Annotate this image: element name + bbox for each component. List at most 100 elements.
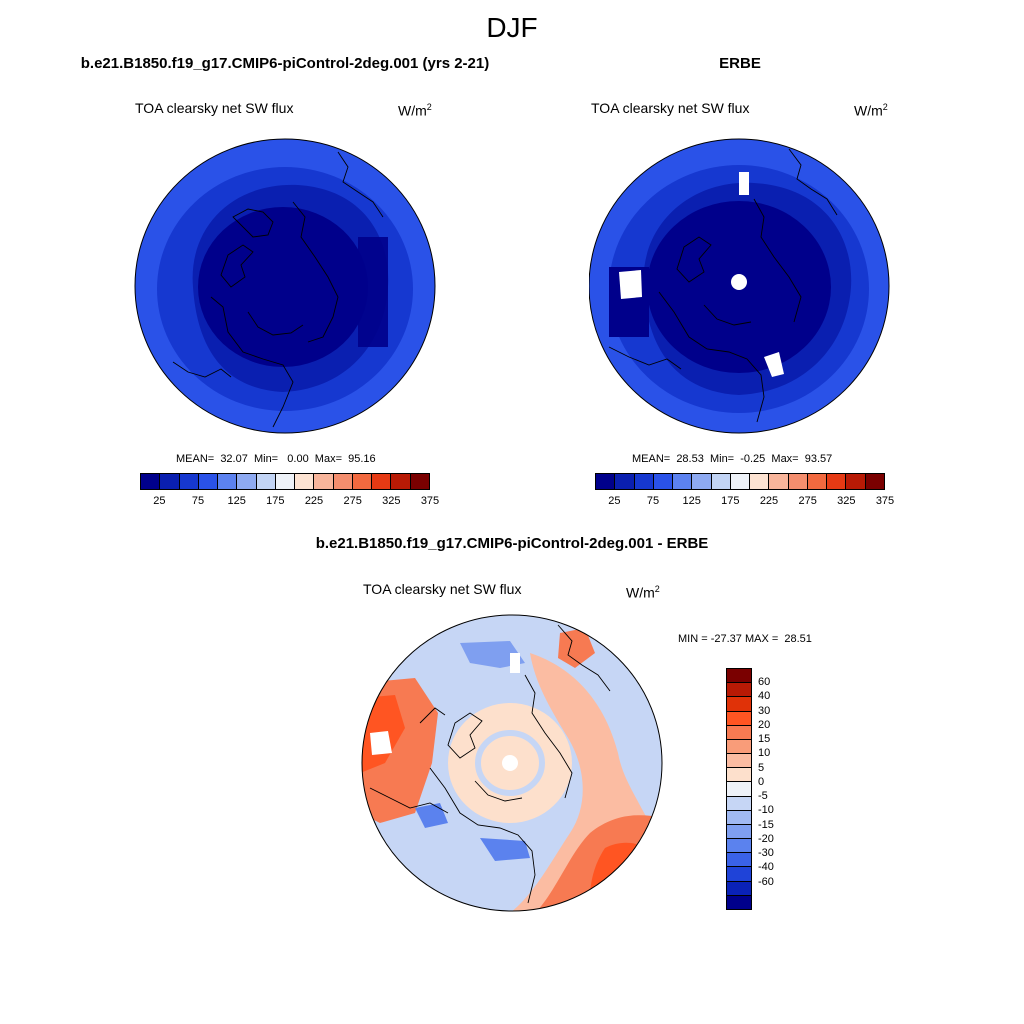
colorbar-tick-label: -40 [758, 861, 774, 874]
colorbar-swatch [730, 474, 751, 489]
colorbar-swatch [807, 474, 828, 489]
colorbar-tick-label: 40 [758, 690, 771, 703]
colorbar-tick-label: 30 [758, 704, 771, 717]
diff-colorbar [726, 668, 752, 910]
missing-data-patch [619, 270, 642, 299]
diff-colorbar-labels: 60 40 30 20 15 10 5 0 -5 -10 -15 -20 -30 -40 -60 [758, 668, 798, 910]
colorbar-tick-label: -30 [758, 847, 774, 860]
colorbar-tick-label: 15 [758, 733, 771, 746]
colorbar-tick-label: 75 [191, 495, 205, 507]
colorbar-swatch [750, 474, 770, 489]
colorbar-swatch [333, 474, 353, 489]
colorbar-tick-label: -10 [758, 804, 774, 817]
colorbar-swatch [727, 725, 751, 740]
colorbar-swatch [314, 474, 334, 489]
diff-stats: MIN = -27.37 MAX = 28.51 [678, 633, 812, 645]
colorbar-swatch [727, 867, 751, 882]
diff-polar-map [361, 614, 663, 912]
colorbar-swatch [727, 839, 751, 854]
obs-units-label: W/m2 [854, 102, 888, 119]
obs-colorbar [595, 473, 885, 490]
colorbar-swatch [615, 474, 635, 489]
colorbar-swatch [237, 474, 257, 489]
colorbar-swatch [692, 474, 712, 489]
model-variable-label: TOA clearsky net SW flux [135, 100, 294, 116]
coastlines [172, 151, 384, 428]
colorbar-tick-label: 375 [420, 495, 440, 507]
colorbar-swatch [160, 474, 180, 489]
figure-title: DJF [486, 12, 538, 43]
model-units-label: W/m2 [398, 102, 432, 119]
colorbar-swatch [827, 474, 847, 489]
colorbar-swatch [727, 824, 751, 840]
obs-polar-map [589, 138, 890, 434]
colorbar-tick-label: -15 [758, 818, 774, 831]
colorbar-swatch [727, 782, 751, 797]
colorbar-swatch [634, 474, 654, 489]
colorbar-tick-label: 275 [798, 495, 817, 507]
model-colorbar [140, 473, 430, 490]
colorbar-tick-label: 60 [758, 676, 771, 689]
colorbar-swatch [218, 474, 238, 489]
missing-data-patch [370, 731, 392, 755]
colorbar-tick-label: 0 [758, 775, 765, 788]
missing-data-patch [510, 653, 520, 673]
colorbar-swatch [711, 474, 731, 489]
map-band-core [198, 207, 368, 367]
colorbar-swatch [352, 474, 373, 489]
diff-panel-title: b.e21.B1850.f19_g17.CMIP6-piControl-2deg… [315, 535, 709, 552]
colorbar-swatch [372, 474, 392, 489]
colorbar-swatch [788, 474, 808, 489]
colorbar-swatch [727, 683, 751, 698]
colorbar-tick-label: 325 [382, 495, 401, 507]
colorbar-tick-label: 25 [153, 495, 166, 507]
obs-stats: MEAN= 28.53 Min= -0.25 Max= 93.57 [632, 453, 833, 465]
colorbar-swatch [727, 739, 751, 755]
missing-data-pole [731, 274, 747, 290]
colorbar-swatch [295, 474, 315, 489]
colorbar-tick-label: 75 [646, 495, 660, 507]
colorbar-tick-label: 5 [758, 761, 765, 774]
obs-colorbar-labels: 25 75 125 175 225 275 325 375 [595, 495, 894, 509]
map-band-core-ext [358, 237, 388, 347]
colorbar-tick-label: 10 [758, 747, 771, 760]
colorbar-swatch [727, 768, 751, 783]
colorbar-swatch [865, 474, 884, 489]
colorbar-swatch [391, 474, 411, 489]
diff-negative-north [460, 641, 525, 668]
colorbar-tick-label: 125 [682, 495, 701, 507]
colorbar-swatch [256, 474, 276, 489]
colorbar-tick-label: 375 [875, 495, 895, 507]
model-stats: MEAN= 32.07 Min= 0.00 Max= 95.16 [176, 453, 376, 465]
colorbar-swatch [275, 474, 296, 489]
colorbar-swatch [198, 474, 219, 489]
colorbar-tick-label: 175 [721, 495, 740, 507]
colorbar-tick-label: 20 [758, 718, 771, 731]
colorbar-swatch [727, 881, 751, 896]
colorbar-swatch [769, 474, 789, 489]
colorbar-swatch [727, 669, 751, 684]
colorbar-swatch [179, 474, 199, 489]
obs-panel-title: ERBE [719, 55, 761, 72]
colorbar-swatch [673, 474, 693, 489]
colorbar-swatch [727, 697, 751, 712]
colorbar-swatch [727, 853, 751, 868]
map-border [361, 614, 663, 912]
missing-data-patch [764, 352, 784, 377]
diff-positive-north [558, 628, 595, 668]
diff-ring [475, 730, 545, 796]
colorbar-tick-label: 225 [759, 495, 779, 507]
colorbar-swatch [727, 754, 751, 769]
missing-data-patch [739, 172, 749, 195]
colorbar-tick-label: 25 [608, 495, 621, 507]
model-polar-map [134, 138, 436, 434]
colorbar-swatch [727, 796, 751, 811]
diff-variable-label: TOA clearsky net SW flux [363, 581, 522, 597]
colorbar-swatch [141, 474, 161, 489]
colorbar-tick-label: 325 [837, 495, 856, 507]
colorbar-tick-label: 125 [227, 495, 246, 507]
colorbar-swatch [846, 474, 866, 489]
colorbar-tick-label: 225 [304, 495, 324, 507]
colorbar-swatch [410, 474, 429, 489]
colorbar-swatch [727, 711, 751, 726]
